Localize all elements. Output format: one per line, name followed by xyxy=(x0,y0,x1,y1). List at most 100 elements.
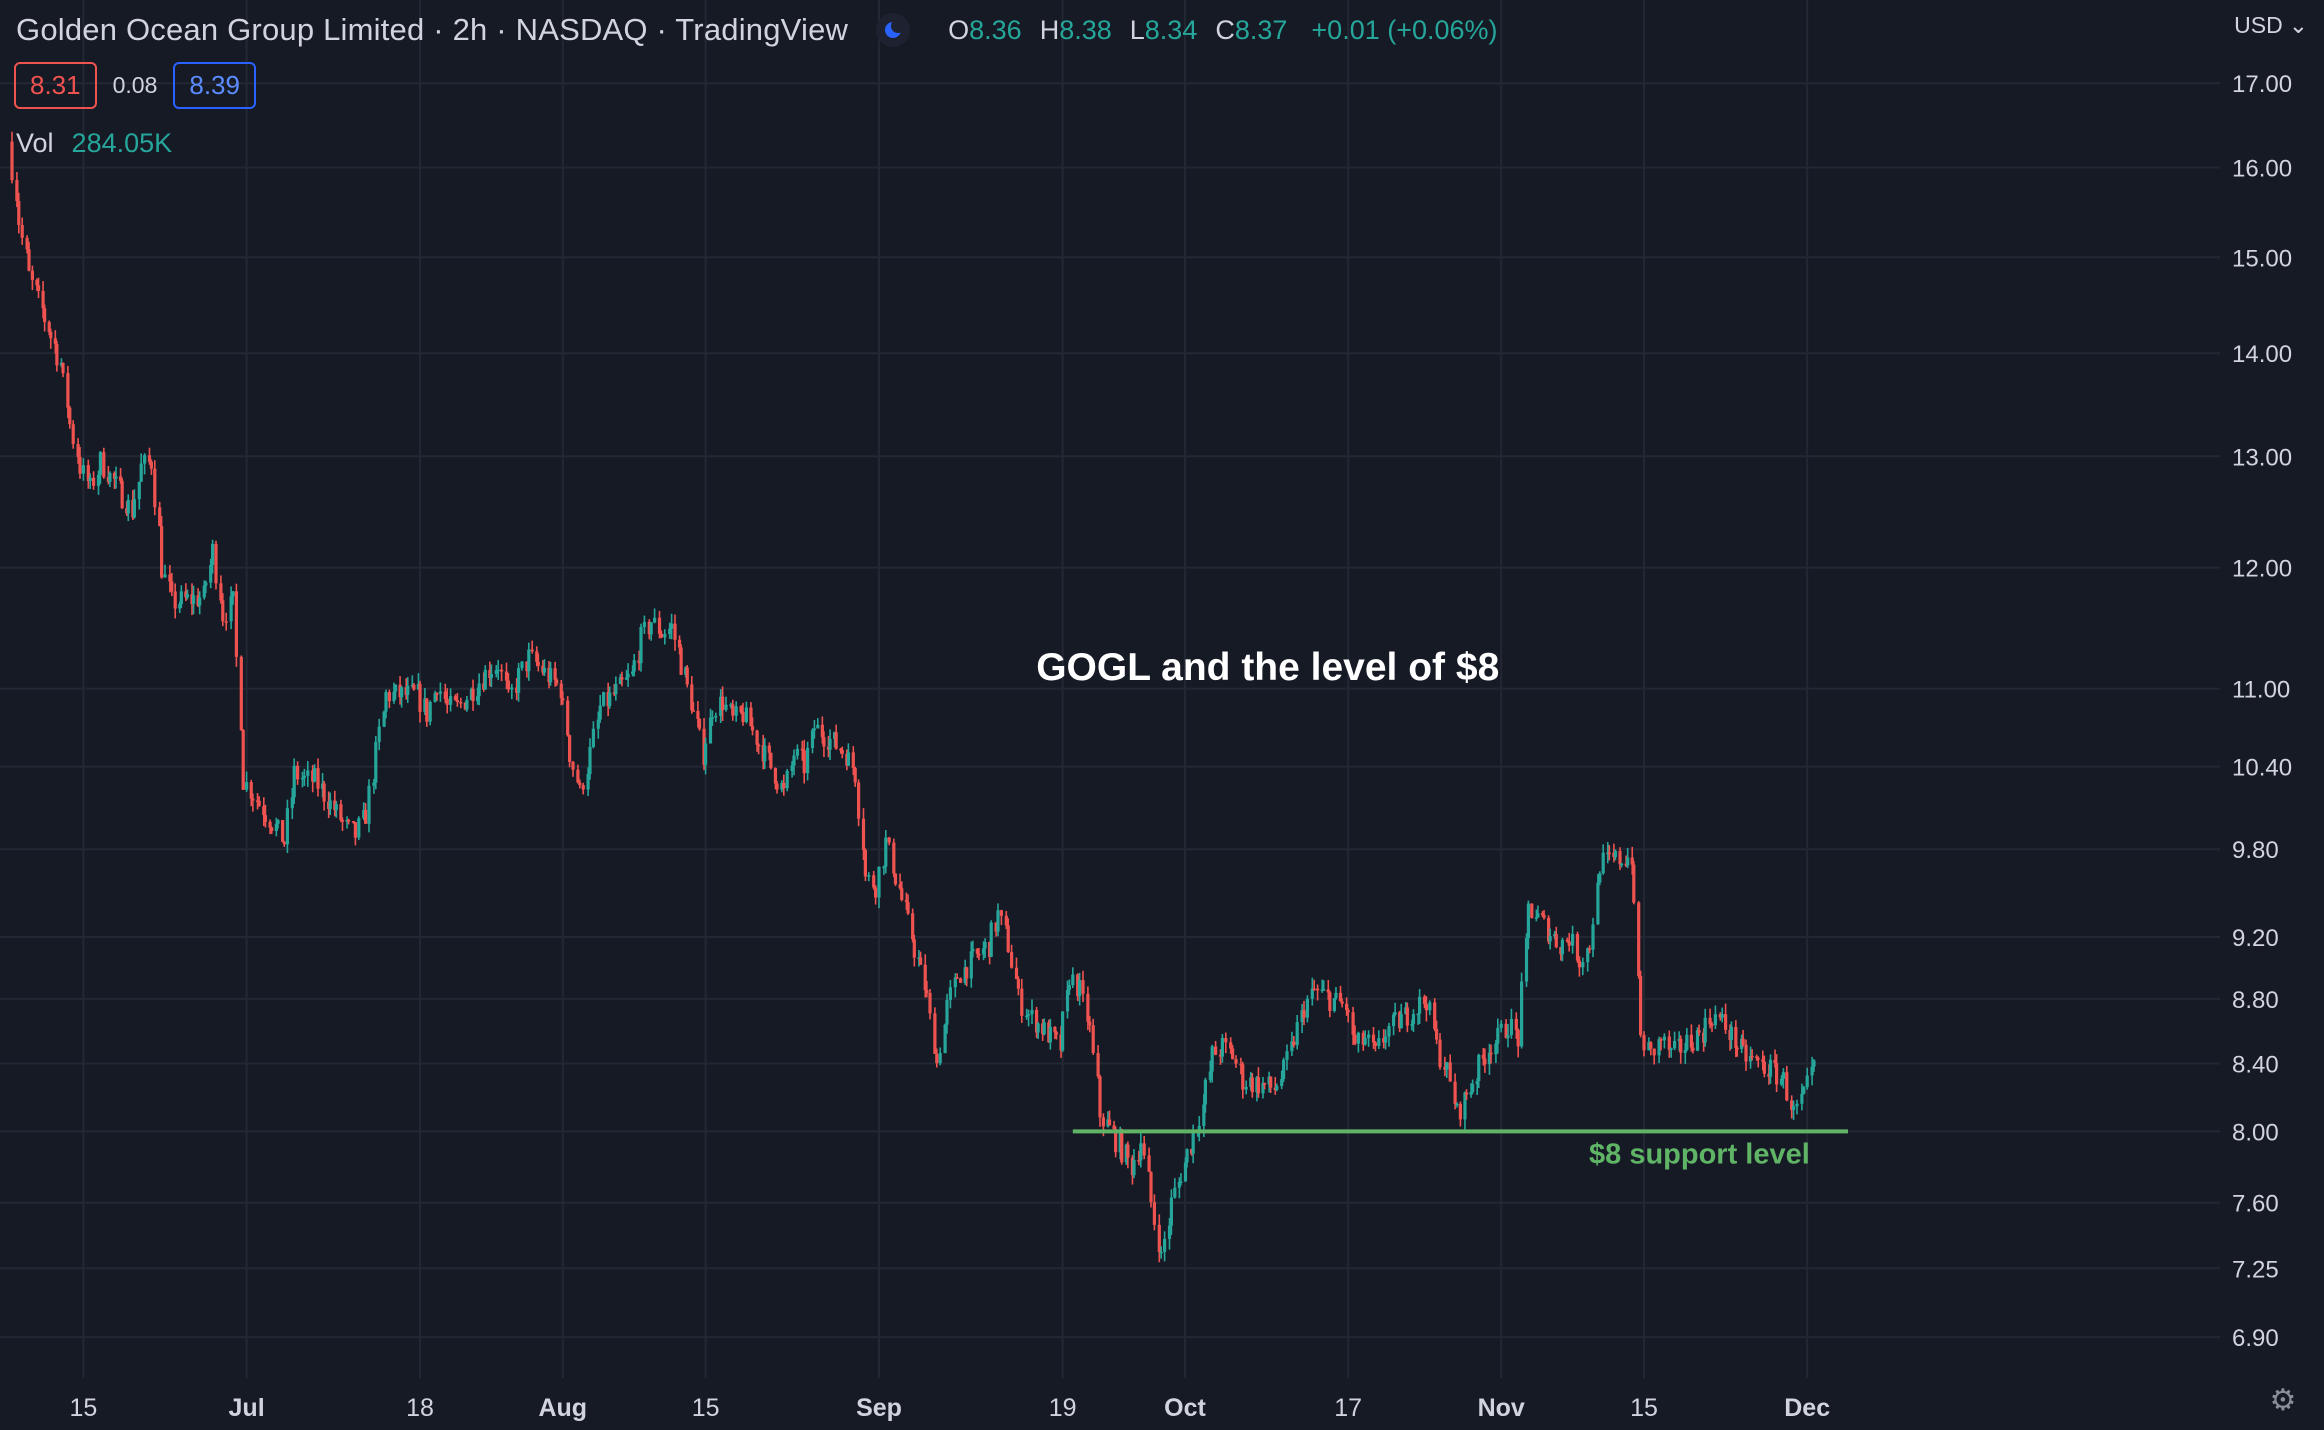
candle-body xyxy=(1340,1001,1344,1004)
volume-legend: Vol 284.05K xyxy=(16,128,172,159)
candle-body xyxy=(877,866,881,898)
candle-body xyxy=(965,967,969,979)
candle-body xyxy=(1598,873,1602,883)
candle-body xyxy=(1475,1081,1479,1085)
candle-body xyxy=(1149,1171,1153,1203)
candle-body xyxy=(639,627,643,664)
candle-body xyxy=(204,582,208,586)
candle-body xyxy=(1338,992,1343,1002)
candle-body xyxy=(602,692,606,706)
candle-body xyxy=(425,698,429,722)
candle-body xyxy=(1191,1132,1195,1154)
candle-body xyxy=(1010,952,1014,968)
candle-body xyxy=(1463,1092,1467,1120)
candle-body xyxy=(637,660,641,664)
candle-body xyxy=(300,777,305,780)
candle-body xyxy=(1169,1197,1173,1226)
candle-body xyxy=(892,842,896,874)
candle-body xyxy=(483,669,487,690)
candle-body xyxy=(1361,1032,1365,1045)
candle-body xyxy=(1652,1048,1656,1056)
candle-body xyxy=(1399,1013,1403,1029)
candle-body xyxy=(1438,1039,1442,1068)
candle-body xyxy=(1685,1034,1689,1051)
candle-body xyxy=(1445,1062,1449,1070)
candle-body xyxy=(555,679,559,684)
candle-body xyxy=(1183,1162,1188,1182)
candle-body xyxy=(1761,1059,1765,1062)
candle-body xyxy=(591,728,595,747)
candle-body xyxy=(1779,1078,1784,1085)
candle-body xyxy=(353,822,357,838)
candle-body xyxy=(1520,981,1524,1047)
candle-body xyxy=(1483,1058,1487,1065)
candle-body xyxy=(1208,1071,1212,1080)
volume-label: Vol xyxy=(16,128,54,158)
candle-body xyxy=(647,621,651,635)
x-tick-label: Dec xyxy=(1784,1394,1830,1422)
candle-body xyxy=(721,696,725,710)
candle-body xyxy=(1750,1055,1754,1058)
candle-body xyxy=(1061,1011,1065,1051)
candle-body xyxy=(975,948,979,954)
candle-body xyxy=(211,543,215,566)
moon-icon[interactable] xyxy=(876,13,911,47)
candle-body xyxy=(586,774,590,790)
candle-body xyxy=(846,752,850,766)
candle-body xyxy=(1524,938,1529,982)
candle-body xyxy=(239,656,243,731)
candle-body xyxy=(1657,1039,1661,1056)
candle-body xyxy=(853,767,857,783)
candle-body xyxy=(132,499,136,518)
x-tick-label: 15 xyxy=(1630,1394,1658,1422)
candle-body xyxy=(71,424,75,444)
candle-body xyxy=(1588,948,1592,950)
candle-body xyxy=(1689,1034,1693,1048)
candle-body xyxy=(231,591,235,597)
candle-body xyxy=(1393,1012,1397,1015)
symbol-title: Golden Ocean Group Limited · 2h · NASDAQ… xyxy=(16,12,849,47)
candle-body xyxy=(1173,1187,1177,1198)
candle-body xyxy=(1695,1030,1700,1051)
candle-body xyxy=(1275,1085,1279,1091)
candle-body xyxy=(1373,1042,1377,1046)
candle-body xyxy=(1792,1106,1796,1110)
candle-body xyxy=(1781,1072,1785,1079)
candle-body xyxy=(1471,1084,1475,1093)
currency-selector[interactable]: USD ⌄ xyxy=(2234,12,2308,39)
bid-price-button[interactable]: 8.31 xyxy=(14,62,97,109)
candle-body xyxy=(30,270,34,280)
candle-body xyxy=(418,683,422,712)
candle-body xyxy=(1091,1025,1095,1053)
gear-icon[interactable]: ⚙ xyxy=(2269,1384,2297,1417)
candle-body xyxy=(229,596,233,622)
candle-body xyxy=(1405,1007,1409,1026)
candle-body xyxy=(800,748,804,751)
candle-body xyxy=(1477,1054,1481,1082)
candle-body xyxy=(1356,1032,1360,1044)
candle-body xyxy=(1067,985,1071,990)
candle-body xyxy=(1305,998,1309,1018)
candle-body xyxy=(234,591,238,657)
candle-body xyxy=(828,738,832,750)
candle-body xyxy=(384,692,388,712)
candle-body xyxy=(47,322,51,332)
candle-body xyxy=(955,977,959,979)
candle-body xyxy=(412,684,416,690)
candle-body xyxy=(642,621,646,628)
x-axis-labels: 15 Jul 18 Aug 15 Sep 19 Oct 17 Nov 15 Dec xyxy=(69,1394,1830,1422)
candle-body xyxy=(268,821,272,828)
ask-price-button[interactable]: 8.39 xyxy=(173,62,256,109)
candle-body xyxy=(719,696,723,716)
candle-body xyxy=(906,901,910,914)
candle-body xyxy=(1424,1004,1428,1011)
candle-body xyxy=(685,667,689,685)
candle-body xyxy=(1710,1024,1714,1026)
candle-body xyxy=(1575,933,1580,961)
close-value: 8.37 xyxy=(1234,14,1288,45)
candle-body xyxy=(191,595,196,604)
candle-body xyxy=(690,684,694,711)
candle-body xyxy=(893,873,898,885)
candle-body xyxy=(1137,1159,1141,1162)
